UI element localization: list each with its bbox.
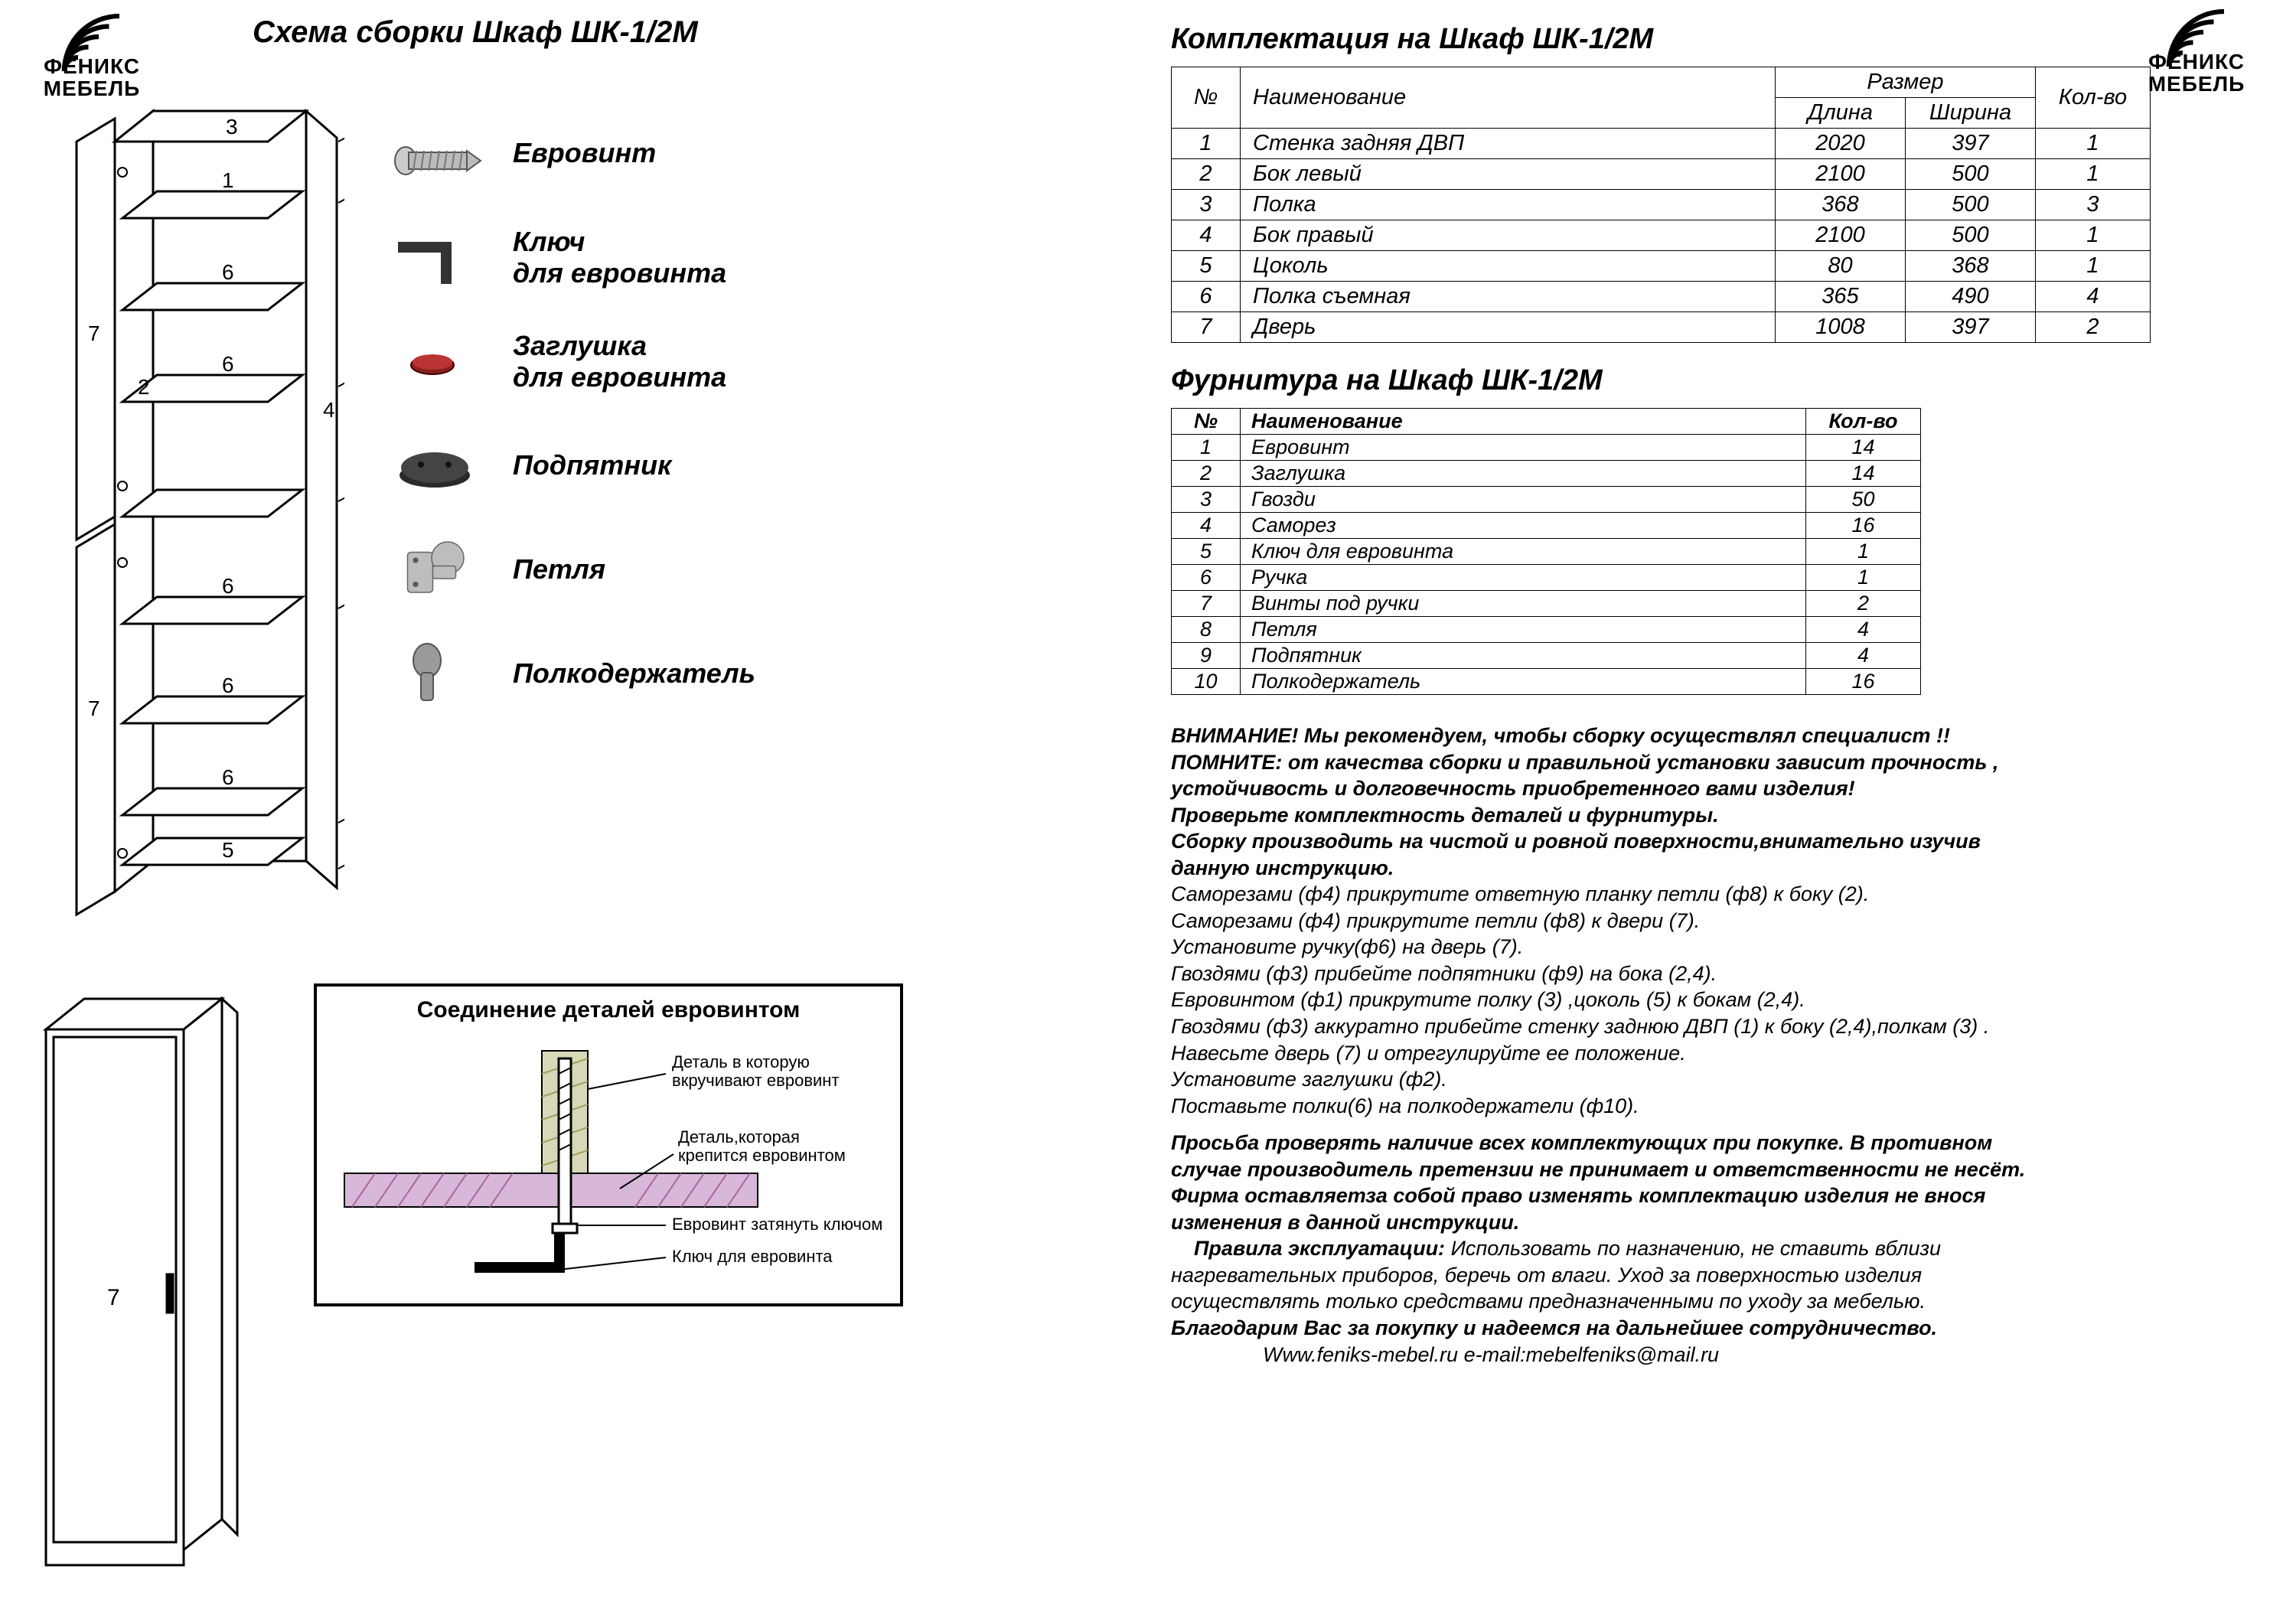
spec-table: № Наименование Размер Кол-во Длина Ширин… <box>1171 67 2151 343</box>
hw-table: № Наименование Кол-во 1Евровинт142Заглуш… <box>1171 408 1921 695</box>
cabinet-open-diagram: 3 1 6 2 6 4 6 6 6 5 7 7 <box>23 88 344 930</box>
th-wid: Ширина <box>1906 98 2036 129</box>
hinge-icon <box>390 535 482 604</box>
assembly-title: Схема сборки Шкаф ШК-1/2М <box>253 15 1110 50</box>
hw-item-podpyatnik: Подпятник <box>390 431 755 500</box>
svg-text:6: 6 <box>222 260 234 284</box>
svg-text:1: 1 <box>222 168 234 192</box>
svg-text:7: 7 <box>88 696 100 720</box>
svg-text:2: 2 <box>138 375 150 399</box>
hw-item-shelf-holder: Полкодержатель <box>390 639 755 708</box>
th-size: Размер <box>1776 67 2036 98</box>
svg-text:7: 7 <box>88 321 100 345</box>
footer-contacts: Www.feniks-mebel.ru e-mail:mebelfeniks@m… <box>1171 1342 2242 1368</box>
table-row: 7Винты под ручки2 <box>1172 591 1921 617</box>
hw-th-name: Наименование <box>1241 409 1806 435</box>
hw-item-hinge: Петля <box>390 535 755 604</box>
table-row: 4Саморез16 <box>1172 513 1921 539</box>
conn-cap-bolt: Евровинт затянуть ключом <box>672 1215 882 1234</box>
table-row: 5Цоколь803681 <box>1172 251 2151 282</box>
conn-cap-top: Деталь в которуювкручивают евровинт <box>672 1052 840 1090</box>
plug-icon <box>390 327 482 396</box>
svg-text:6: 6 <box>222 765 234 789</box>
hw-label-eurovint: Евровинт <box>513 137 656 168</box>
hw-label-key: Ключ для евровинта <box>513 226 726 289</box>
table-row: 6Ручка1 <box>1172 565 1921 591</box>
table-row: 3Полка3685003 <box>1172 190 2151 220</box>
hw-th-qty: Кол-во <box>1806 409 1921 435</box>
hw-th-num: № <box>1172 409 1241 435</box>
hw-label-hinge: Петля <box>513 553 605 585</box>
table-row: 3Гвозди50 <box>1172 487 1921 513</box>
hw-label-plug: Заглушка для евровинта <box>513 330 726 393</box>
table-row: 2Заглушка14 <box>1172 461 1921 487</box>
svg-text:4: 4 <box>323 398 335 422</box>
hw-label-podpyatnik: Подпятник <box>513 449 671 481</box>
table-row: 6Полка съемная3654904 <box>1172 282 2151 312</box>
cabinet-closed-diagram: 7 <box>23 983 253 1580</box>
table-row: 8Петля4 <box>1172 617 1921 643</box>
podpyatnik-icon <box>390 431 482 500</box>
table-row: 10Полкодержатель16 <box>1172 669 1921 695</box>
instructions: ВНИМАНИЕ! Мы рекомендуем, чтобы сборку о… <box>1171 722 2242 1368</box>
shelf-holder-icon <box>390 639 482 708</box>
hw-title: Фурнитура на Шкаф ШК-1/2М <box>1171 364 2258 397</box>
table-row: 7Дверь10083972 <box>1172 312 2151 343</box>
hex-key-icon <box>390 223 482 292</box>
svg-text:6: 6 <box>222 674 234 697</box>
hw-item-key: Ключ для евровинта <box>390 223 755 292</box>
th-len: Длина <box>1776 98 1906 129</box>
svg-text:6: 6 <box>222 352 234 376</box>
th-qty: Кол-во <box>2036 67 2151 129</box>
table-row: 1Стенка задняя ДВП20203971 <box>1172 129 2151 159</box>
svg-text:7: 7 <box>107 1285 120 1310</box>
th-num: № <box>1172 67 1241 129</box>
table-row: 9Подпятник4 <box>1172 643 1921 669</box>
connection-svg: Деталь в которуювкручивают евровинт Дета… <box>329 1028 888 1288</box>
conn-cap-mid: Деталь,котораякрепится евровинтом <box>678 1127 846 1165</box>
spec-title: Комплектация на Шкаф ШК-1/2М <box>1171 23 2258 56</box>
table-row: 2Бок левый21005001 <box>1172 159 2151 190</box>
table-row: 4Бок правый21005001 <box>1172 220 2151 251</box>
table-row: 1Евровинт14 <box>1172 435 1921 461</box>
svg-text:5: 5 <box>222 838 234 862</box>
connection-title: Соединение деталей евровинтом <box>328 997 889 1023</box>
connection-diagram-box: Соединение деталей евровинтом <box>314 983 903 1306</box>
eurovint-icon <box>390 119 482 188</box>
th-name: Наименование <box>1241 67 1776 129</box>
svg-text:3: 3 <box>226 115 238 139</box>
hw-label-shelf-holder: Полкодержатель <box>513 657 755 689</box>
conn-cap-key: Ключ для евровинта <box>672 1247 833 1266</box>
hw-item-plug: Заглушка для евровинта <box>390 327 755 396</box>
hw-item-eurovint: Евровинт <box>390 119 755 188</box>
table-row: 5Ключ для евровинта1 <box>1172 539 1921 565</box>
hardware-legend: Евровинт Ключ для евровинта Заглушка для… <box>390 88 755 930</box>
svg-text:6: 6 <box>222 574 234 598</box>
